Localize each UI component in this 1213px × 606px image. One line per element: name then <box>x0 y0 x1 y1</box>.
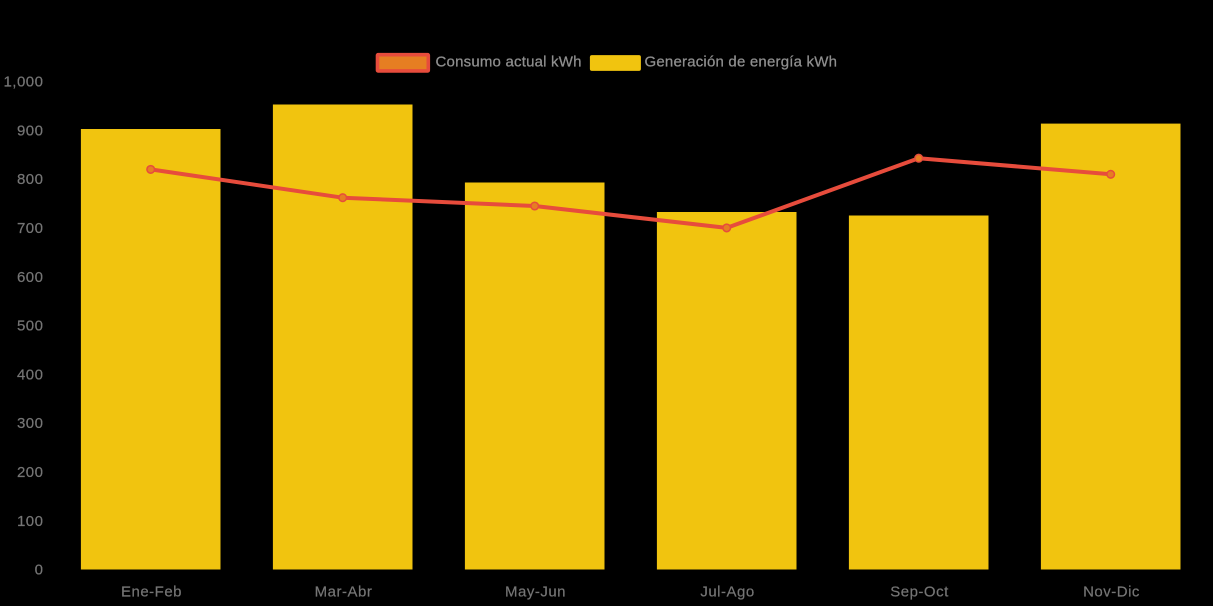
svg-text:500: 500 <box>17 318 44 335</box>
svg-text:0: 0 <box>35 562 44 579</box>
svg-text:300: 300 <box>17 415 44 432</box>
svg-text:Nov-Dic: Nov-Dic <box>1083 584 1140 601</box>
svg-text:1,000: 1,000 <box>3 74 43 91</box>
svg-text:Ene-Feb: Ene-Feb <box>121 584 182 601</box>
svg-text:100: 100 <box>17 513 44 530</box>
svg-text:700: 700 <box>17 220 44 237</box>
svg-text:Mar-Abr: Mar-Abr <box>315 584 373 601</box>
svg-text:900: 900 <box>17 122 44 139</box>
svg-text:200: 200 <box>17 464 44 481</box>
svg-text:May-Jun: May-Jun <box>505 584 566 601</box>
svg-text:Consumo actual kWh: Consumo actual kWh <box>436 54 582 71</box>
svg-text:Generación de energía kWh: Generación de energía kWh <box>645 54 838 71</box>
svg-text:400: 400 <box>17 366 44 383</box>
svg-text:800: 800 <box>17 171 44 188</box>
svg-text:600: 600 <box>17 269 44 286</box>
svg-text:Jul-Ago: Jul-Ago <box>700 584 754 601</box>
svg-text:Sep-Oct: Sep-Oct <box>890 584 949 601</box>
